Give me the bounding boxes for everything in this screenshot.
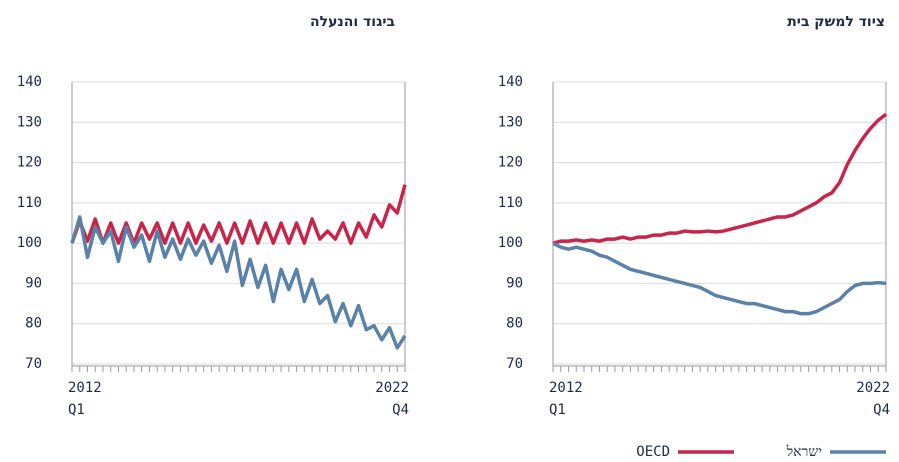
y-tick-label: 70 xyxy=(506,356,523,372)
x-tick-label: 2022 xyxy=(856,380,890,396)
legend-label: OECD xyxy=(636,444,670,460)
chart-title: ציוד למשק בית xyxy=(787,14,885,30)
y-tick-label: 130 xyxy=(498,114,523,130)
chart-title: ביגוד והנעלה xyxy=(310,14,395,30)
y-tick-label: 140 xyxy=(17,74,42,90)
x-tick-label: Q1 xyxy=(549,402,566,418)
y-tick-label: 100 xyxy=(498,235,523,251)
series-line xyxy=(552,112,888,245)
x-tick-label: Q4 xyxy=(873,402,890,418)
series-line xyxy=(552,241,887,316)
x-tick-label: Q4 xyxy=(392,402,409,418)
legend-label: ישראל xyxy=(786,444,822,460)
x-tick-label: 2022 xyxy=(375,380,409,396)
series-line xyxy=(70,184,407,245)
y-tick-label: 130 xyxy=(17,114,42,130)
x-tick-label: 2012 xyxy=(68,380,102,396)
y-tick-label: 90 xyxy=(506,275,523,291)
y-tick-label: 140 xyxy=(498,74,523,90)
y-tick-label: 90 xyxy=(25,275,42,291)
y-tick-label: 70 xyxy=(25,356,42,372)
x-tick-label: 2012 xyxy=(549,380,583,396)
x-tick-label: Q1 xyxy=(68,402,85,418)
y-tick-label: 120 xyxy=(17,155,42,171)
y-tick-label: 80 xyxy=(506,316,523,332)
series-line xyxy=(70,215,407,350)
y-tick-label: 80 xyxy=(25,316,42,332)
y-tick-label: 100 xyxy=(17,235,42,251)
y-tick-label: 110 xyxy=(498,195,523,211)
y-tick-label: 110 xyxy=(17,195,42,211)
y-tick-label: 120 xyxy=(498,155,523,171)
